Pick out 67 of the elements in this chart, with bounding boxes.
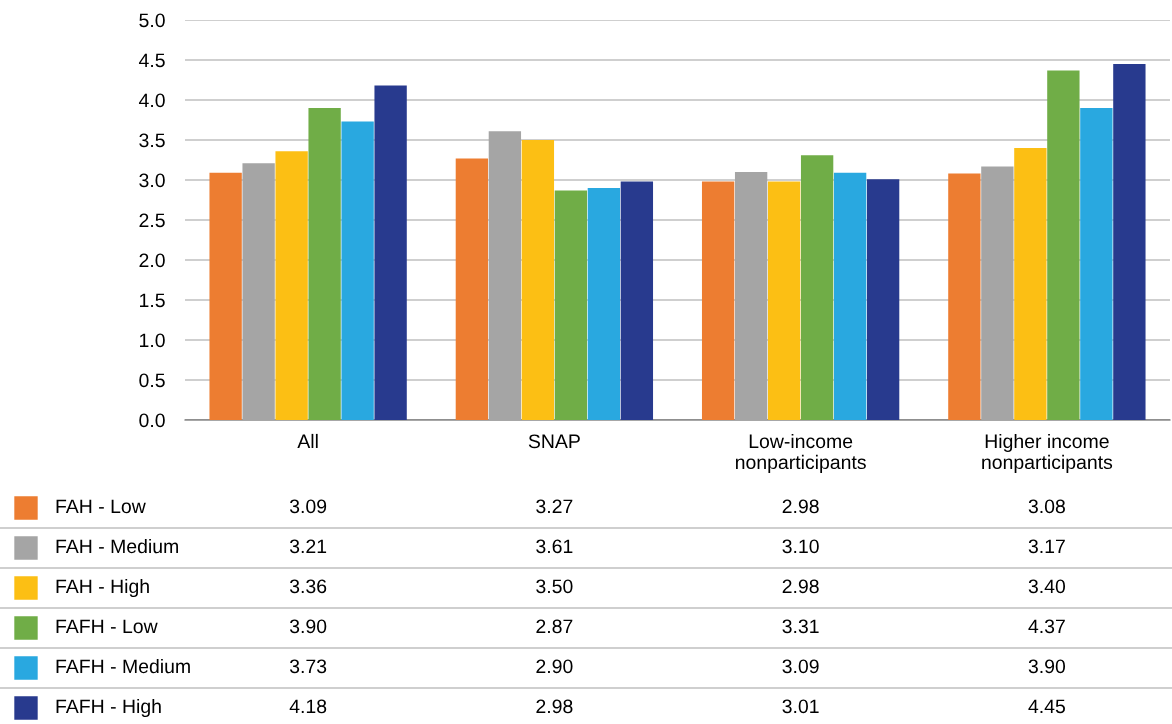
data-label: 3.01 xyxy=(782,699,819,714)
x-tick-label: SNAP xyxy=(528,434,580,449)
data-label: 4.45 xyxy=(1028,699,1065,714)
bar xyxy=(275,151,308,420)
data-label: 3.09 xyxy=(782,659,819,674)
data-label: 2.98 xyxy=(536,699,573,714)
data-label: 2.90 xyxy=(536,659,573,674)
bar xyxy=(554,190,588,420)
data-label: 4.18 xyxy=(289,699,327,714)
bar xyxy=(455,158,489,420)
bar xyxy=(242,163,275,420)
data-label: 3.21 xyxy=(289,539,327,554)
bar xyxy=(981,166,1014,420)
legend-label: FAH - High xyxy=(56,578,149,598)
y-tick-label: 0.0 xyxy=(139,413,165,428)
data-label: 3.27 xyxy=(536,499,573,514)
data-label: 3.40 xyxy=(1028,579,1066,594)
bar xyxy=(1113,64,1146,420)
bar xyxy=(701,181,735,420)
bar xyxy=(1047,70,1080,420)
y-tick-label: 2.0 xyxy=(139,253,165,268)
data-label: 3.36 xyxy=(289,579,327,594)
x-tick-label: Higher income nonparticipants xyxy=(982,433,1113,473)
data-label: 3.61 xyxy=(536,539,573,554)
bar xyxy=(374,85,407,420)
bar xyxy=(1014,148,1047,420)
bar xyxy=(833,172,867,420)
bar xyxy=(948,173,981,420)
data-label: 3.73 xyxy=(289,659,327,674)
data-label: 4.37 xyxy=(1028,619,1065,634)
bar xyxy=(521,140,555,420)
y-tick-label: 4.5 xyxy=(138,53,165,68)
bar xyxy=(1080,108,1113,420)
legend-label: FAH - Medium xyxy=(56,538,178,554)
legend-label: FAFH - Low xyxy=(56,619,158,634)
y-tick-label: 2.5 xyxy=(139,213,165,228)
bar xyxy=(209,172,242,420)
legend-label: FAFH - High xyxy=(56,698,161,718)
legend-label: FAFH - Medium xyxy=(56,658,190,674)
data-label: 3.90 xyxy=(289,619,327,634)
bar xyxy=(341,121,374,420)
bar xyxy=(800,155,834,420)
y-tick-label: 1.5 xyxy=(140,293,165,308)
data-label: 2.98 xyxy=(782,499,819,514)
data-label: 3.50 xyxy=(536,579,573,594)
y-tick-label: 1.0 xyxy=(140,333,165,348)
data-label: 3.17 xyxy=(1028,539,1065,554)
x-tick-label: Low-income nonparticipants xyxy=(735,433,866,473)
bar xyxy=(587,188,621,420)
bar xyxy=(767,181,801,420)
x-tick-label: All xyxy=(297,433,318,448)
data-label: 3.08 xyxy=(1028,499,1065,514)
data-label: 3.10 xyxy=(782,539,819,554)
data-label: 3.09 xyxy=(289,499,327,514)
bar xyxy=(308,108,341,420)
bar xyxy=(866,179,900,420)
data-label: 2.87 xyxy=(536,619,573,634)
y-tick-label: 4.0 xyxy=(138,93,165,108)
data-label: 3.31 xyxy=(782,619,819,634)
data-label: 3.90 xyxy=(1028,659,1066,674)
y-tick-label: 3.0 xyxy=(139,173,165,188)
bar xyxy=(620,181,654,420)
data-label: 2.98 xyxy=(782,579,819,594)
legend-label: FAH - Low xyxy=(56,499,146,514)
y-tick-label: 0.5 xyxy=(139,373,165,388)
y-tick-label: 3.5 xyxy=(139,133,165,148)
y-tick-label: 5.0 xyxy=(139,13,165,28)
